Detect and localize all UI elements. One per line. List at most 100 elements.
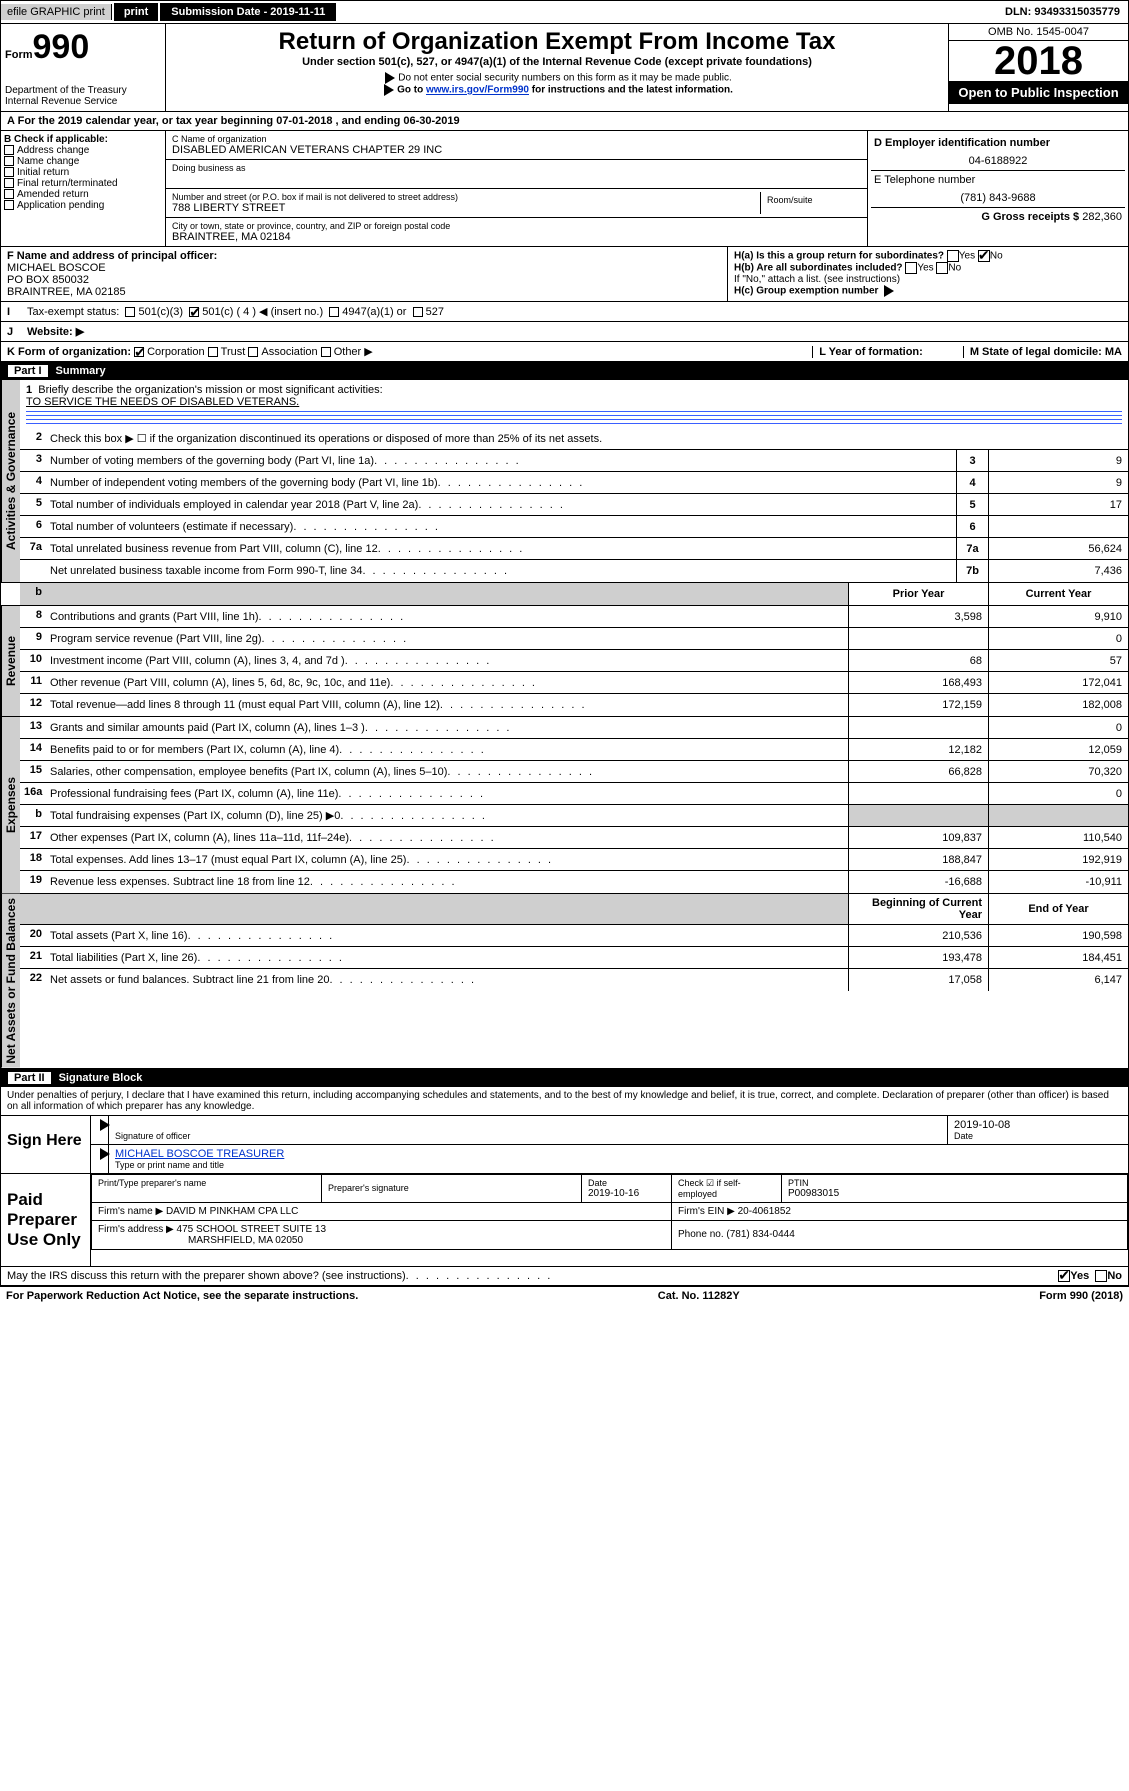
- note-ssn: Do not enter social security numbers on …: [174, 72, 940, 84]
- discuss-lbl: May the IRS discuss this return with the…: [7, 1270, 406, 1282]
- vlabel-net: Net Assets or Fund Balances: [1, 894, 20, 1068]
- cb-name[interactable]: [4, 156, 14, 166]
- prep-h2: Preparer's signature: [328, 1183, 575, 1193]
- cb-527[interactable]: [413, 307, 423, 317]
- line-17: 17Other expenses (Part IX, column (A), l…: [20, 827, 1128, 849]
- footer-mid: Cat. No. 11282Y: [658, 1290, 740, 1302]
- section-fh: F Name and address of principal officer:…: [0, 247, 1129, 302]
- line-9: 9Program service revenue (Part VIII, lin…: [20, 628, 1128, 650]
- ha-lbl: H(a) Is this a group return for subordin…: [734, 251, 944, 262]
- prep-h1: Print/Type preparer's name: [98, 1178, 315, 1188]
- sig-date-lbl: Date: [954, 1131, 1122, 1141]
- vlabel-exp: Expenses: [1, 717, 20, 893]
- summary-line-7a: 7aTotal unrelated business revenue from …: [20, 538, 1128, 560]
- org-name: DISABLED AMERICAN VETERANS CHAPTER 29 IN…: [172, 144, 861, 156]
- cb-amended[interactable]: [4, 189, 14, 199]
- cb-pending[interactable]: [4, 200, 14, 210]
- i-lbl: Tax-exempt status:: [27, 306, 119, 318]
- cb-address[interactable]: [4, 145, 14, 155]
- c-name-lbl: C Name of organization: [172, 134, 861, 144]
- tax-status-row: ITax-exempt status: 501(c)(3) 501(c) ( 4…: [0, 302, 1129, 322]
- form-number: Form990: [5, 28, 161, 67]
- f-lbl: F Name and address of principal officer:: [7, 250, 721, 262]
- k-lbl: K Form of organization:: [7, 346, 131, 358]
- sig-officer-lbl: Signature of officer: [115, 1131, 941, 1141]
- firm-phone-lbl: Phone no.: [678, 1229, 724, 1240]
- officer-addr2: BRAINTREE, MA 02185: [7, 286, 721, 298]
- line2: Check this box ▶ ☐ if the organization d…: [46, 428, 1128, 449]
- summary-governance: Activities & Governance 1 Briefly descri…: [0, 380, 1129, 583]
- ha-no[interactable]: [978, 250, 990, 262]
- discuss-row: May the IRS discuss this return with the…: [0, 1267, 1129, 1286]
- note-goto: Go to www.irs.gov/Form990 for instructio…: [174, 84, 940, 96]
- cb-501c3[interactable]: [125, 307, 135, 317]
- cb-final[interactable]: [4, 178, 14, 188]
- cb-other[interactable]: [321, 347, 331, 357]
- sign-here-block: Sign Here Signature of officer 2019-10-0…: [0, 1116, 1129, 1174]
- efile-label: efile GRAPHIC print: [1, 4, 112, 20]
- firm-addr-lbl: Firm's address ▶: [98, 1224, 174, 1235]
- hb-no[interactable]: [936, 262, 948, 274]
- l-year: L Year of formation:: [812, 346, 923, 358]
- hdr-end: End of Year: [988, 894, 1128, 924]
- form-prefix: Form: [5, 49, 33, 61]
- line-18: 18Total expenses. Add lines 13–17 (must …: [20, 849, 1128, 871]
- part-i-num: Part I: [8, 365, 48, 377]
- firm-lbl: Firm's name ▶: [98, 1206, 163, 1217]
- hb-yes[interactable]: [905, 262, 917, 274]
- phone-lbl: E Telephone number: [874, 174, 1122, 186]
- cb-trust[interactable]: [208, 347, 218, 357]
- summary-line-4: 4Number of independent voting members of…: [20, 472, 1128, 494]
- submission-date: Submission Date - 2019-11-11: [160, 3, 336, 21]
- prep-h5: PTIN: [788, 1178, 1121, 1188]
- k-org-row: K Form of organization: Corporation Trus…: [0, 342, 1129, 362]
- perjury-text: Under penalties of perjury, I declare th…: [0, 1087, 1129, 1116]
- sig-date: 2019-10-08: [954, 1119, 1122, 1131]
- part-i-title: Summary: [56, 365, 106, 377]
- hb-note: If "No," attach a list. (see instruction…: [734, 274, 1122, 285]
- sign-here-lbl: Sign Here: [1, 1116, 91, 1173]
- hdr-b: b: [20, 583, 46, 605]
- cb-4947[interactable]: [329, 307, 339, 317]
- ein-lbl: D Employer identification number: [874, 137, 1122, 149]
- print-button[interactable]: print: [114, 3, 158, 21]
- paid-preparer-block: Paid Preparer Use Only Print/Type prepar…: [0, 1174, 1129, 1267]
- dln-label: DLN: 93493315035779: [997, 4, 1128, 20]
- firm-addr2: MARSHFIELD, MA 02050: [188, 1235, 303, 1246]
- firm-val: DAVID M PINKHAM CPA LLC: [166, 1206, 298, 1217]
- summary-line-5: 5Total number of individuals employed in…: [20, 494, 1128, 516]
- form990-link[interactable]: www.irs.gov/Form990: [426, 85, 529, 96]
- discuss-no[interactable]: [1095, 1270, 1107, 1282]
- line-8: 8Contributions and grants (Part VIII, li…: [20, 606, 1128, 628]
- officer-sig-name[interactable]: MICHAEL BOSCOE TREASURER: [115, 1148, 284, 1160]
- line-15: 15Salaries, other compensation, employee…: [20, 761, 1128, 783]
- summary-net-hdr: Net Assets or Fund Balances Beginning of…: [0, 894, 1129, 1069]
- paid-lbl: Paid Preparer Use Only: [1, 1174, 91, 1266]
- form-title: Return of Organization Exempt From Incom…: [174, 28, 940, 56]
- officer-addr1: PO BOX 850032: [7, 274, 721, 286]
- dept-label: Department of the Treasury Internal Reve…: [5, 85, 161, 107]
- cb-initial[interactable]: [4, 167, 14, 177]
- firm-ein-lbl: Firm's EIN ▶: [678, 1206, 735, 1217]
- cb-corp[interactable]: [134, 347, 144, 357]
- j-lbl: Website: ▶: [27, 325, 84, 338]
- line-10: 10Investment income (Part VIII, column (…: [20, 650, 1128, 672]
- period-row: A For the 2019 calendar year, or tax yea…: [0, 112, 1129, 131]
- discuss-yes[interactable]: [1058, 1270, 1070, 1282]
- ha-yes[interactable]: [947, 250, 959, 262]
- cb-501c[interactable]: [189, 307, 199, 317]
- ein-val: 04-6188922: [874, 155, 1122, 167]
- cb-assoc[interactable]: [248, 347, 258, 357]
- summary-line-6: 6Total number of volunteers (estimate if…: [20, 516, 1128, 538]
- summary-line-7b: Net unrelated business taxable income fr…: [20, 560, 1128, 582]
- hdr-beg: Beginning of Current Year: [848, 894, 988, 924]
- line-11: 11Other revenue (Part VIII, column (A), …: [20, 672, 1128, 694]
- dba-lbl: Doing business as: [172, 163, 861, 173]
- col-c: C Name of organization DISABLED AMERICAN…: [166, 131, 868, 246]
- officer-name: MICHAEL BOSCOE: [7, 262, 721, 274]
- room-lbl: Room/suite: [767, 195, 855, 205]
- street-lbl: Number and street (or P.O. box if mail i…: [172, 192, 760, 202]
- hdr-prior: Prior Year: [848, 583, 988, 605]
- part-i-bar: Part I Summary: [0, 362, 1129, 380]
- line-21: 21Total liabilities (Part X, line 26)193…: [20, 947, 1128, 969]
